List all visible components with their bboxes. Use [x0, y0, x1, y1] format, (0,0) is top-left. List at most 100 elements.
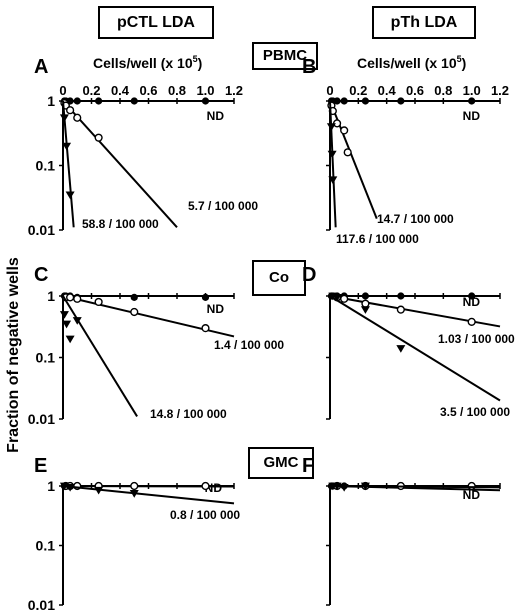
data-point-filled-triangle [360, 482, 370, 491]
data-point-filled-triangle [65, 335, 75, 344]
y-tick-label: 0.01 [28, 597, 55, 613]
row-label-box-co: Co [252, 260, 306, 296]
x-tick-label: 0.8 [168, 83, 186, 98]
x-tick-label: 0.4 [111, 83, 130, 98]
data-point-open-circle [130, 307, 139, 317]
data-point-open-circle [66, 293, 75, 302]
data-point-filled-triangle [65, 191, 75, 200]
data-point-filled-circle [397, 97, 405, 105]
data-point-filled-triangle [332, 293, 342, 302]
row-label-box-gmc: GMC [248, 447, 314, 479]
series-label: 14.8 / 100 000 [150, 407, 227, 421]
fit-line-filled-triangle [329, 295, 501, 402]
data-point-filled-triangle [326, 123, 336, 131]
x-tick-label: 0.6 [139, 83, 157, 98]
data-point-filled-triangle [65, 483, 75, 492]
data-point-open-circle [66, 106, 75, 115]
data-point-open-circle [343, 148, 352, 157]
data-point-filled-circle [130, 97, 138, 105]
series-label: 3.5 / 100 000 [440, 405, 510, 419]
data-point-filled-triangle [62, 142, 72, 151]
data-point-filled-triangle [59, 114, 69, 123]
pth-lda-title: pTh LDA [390, 14, 458, 31]
data-point-open-circle [73, 294, 82, 303]
data-point-open-circle [73, 113, 82, 122]
data-point-filled-triangle [360, 306, 370, 314]
x-tick-label: 0.8 [434, 83, 452, 98]
x-tick-label: 0.4 [378, 83, 397, 98]
x-tick-label: 1.2 [491, 83, 509, 98]
y-tick-label: 1 [47, 288, 55, 304]
fit-line-filled-triangle [62, 100, 75, 228]
y-tick-label: 0.01 [28, 411, 55, 427]
data-point-filled-circle [361, 292, 370, 300]
data-point-filled-triangle [328, 176, 338, 185]
data-point-filled-circle [95, 97, 103, 105]
x-tick-label: 0.6 [406, 83, 424, 98]
series-label: 0.8 / 100 000 [170, 508, 240, 522]
row-label-pbmc: PBMC [262, 47, 308, 64]
data-point-filled-circle [201, 293, 210, 301]
x-tick-label: 0 [326, 83, 333, 98]
data-point-open-circle [130, 481, 139, 491]
data-point-filled-triangle [129, 490, 139, 498]
data-point-filled-triangle [327, 150, 337, 159]
data-point-filled-triangle [332, 482, 342, 491]
x-tick-label: 1.0 [196, 83, 214, 98]
row-label-box-pbmc: PBMC [252, 42, 318, 70]
panel-letter-b: B [302, 56, 316, 78]
data-point-filled-circle [201, 97, 210, 105]
data-point-filled-circle [468, 292, 476, 300]
series-label: 5.7 / 100 000 [188, 199, 258, 213]
data-point-open-circle [94, 297, 103, 307]
data-point-open-circle [94, 133, 103, 142]
row-label-co: Co [269, 269, 289, 286]
y-tick-label: 0.1 [36, 158, 56, 174]
panel-letter-e: E [34, 455, 47, 477]
data-point-filled-triangle [339, 483, 349, 492]
x-tick-label: 0.2 [82, 83, 100, 98]
data-point-filled-triangle [72, 317, 82, 325]
x-axis-label: Cells/well (x 105) [357, 54, 466, 71]
data-point-filled-circle [397, 292, 405, 300]
panel-letter-f: F [302, 455, 314, 477]
data-point-filled-triangle [62, 320, 72, 329]
panel-letter-c: C [34, 264, 48, 286]
data-point-open-circle [340, 126, 349, 135]
fit-line-filled-triangle [329, 100, 337, 228]
data-point-filled-triangle [94, 486, 104, 495]
y-tick-label: 1 [47, 478, 55, 494]
series-label: ND [463, 295, 481, 309]
data-point-filled-circle [468, 97, 476, 105]
series-label: ND [463, 109, 481, 123]
series-label: 14.7 / 100 000 [377, 212, 454, 226]
panel-letter-d: D [302, 264, 316, 286]
fit-line-filled-triangle [329, 485, 501, 489]
data-point-open-circle [201, 481, 210, 491]
series-label: ND [207, 302, 225, 316]
series-label: 1.4 / 100 000 [214, 338, 284, 352]
data-point-open-circle [361, 299, 370, 308]
data-point-open-circle [340, 294, 349, 303]
x-tick-label: 0 [59, 83, 66, 98]
x-tick-label: 1.0 [463, 83, 481, 98]
fit-line-filled-triangle [62, 295, 138, 417]
y-tick-label: 0.01 [28, 222, 55, 238]
y-tick-label: 0.1 [36, 350, 56, 366]
x-axis-label: Cells/well (x 105) [93, 54, 202, 71]
row-label-gmc: GMC [263, 454, 299, 471]
data-point-filled-circle [333, 97, 341, 105]
data-point-filled-triangle [396, 345, 406, 353]
series-label: 58.8 / 100 000 [82, 217, 159, 231]
data-point-filled-triangle [59, 311, 69, 319]
series-label: 117.6 / 100 000 [336, 232, 419, 246]
x-tick-label: 1.2 [225, 83, 243, 98]
series-label: ND [207, 109, 225, 123]
panel-letter-a: A [34, 56, 48, 78]
x-tick-label: 0.2 [349, 83, 367, 98]
data-point-filled-circle [130, 293, 138, 301]
data-point-filled-circle [340, 97, 348, 105]
data-point-filled-circle [361, 97, 370, 105]
data-point-open-circle [201, 324, 210, 333]
